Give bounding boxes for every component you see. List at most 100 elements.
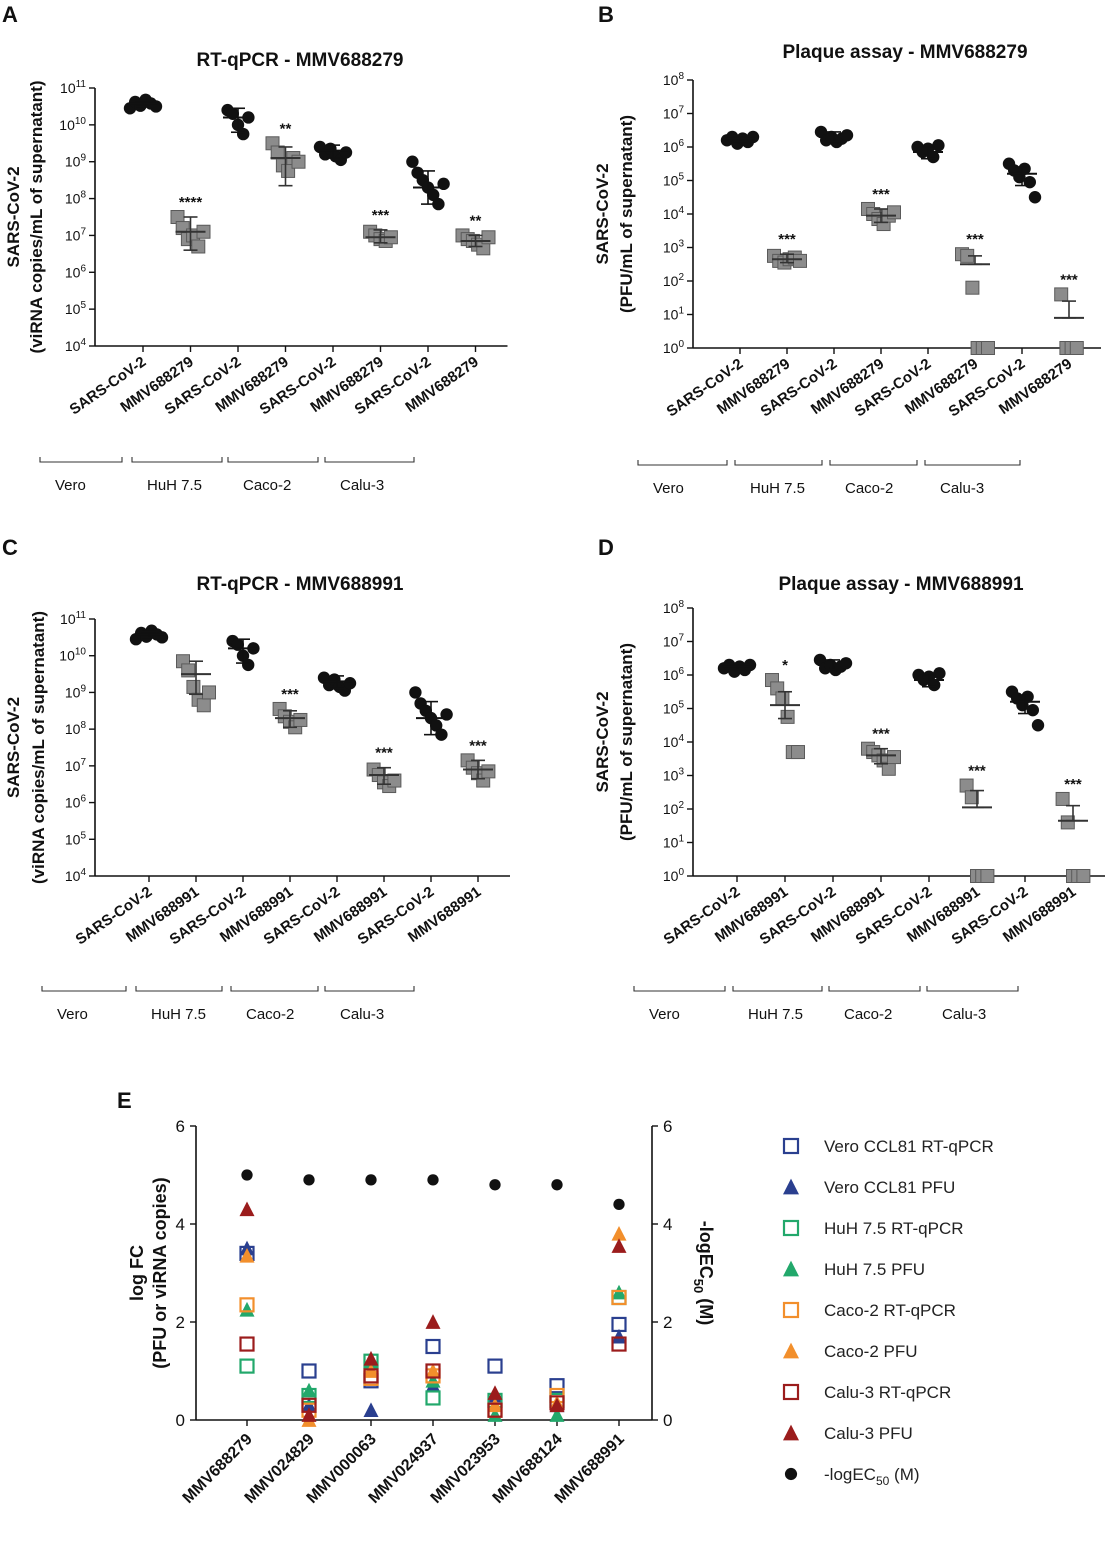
y-tick-label: 103 [663,767,685,784]
data-point [933,667,946,680]
group-bracket [324,457,415,463]
y-tick-label: 104 [65,337,87,354]
group-label: Calu-3 [340,477,384,494]
group-bracket [924,460,1021,466]
legend-label: Vero CCL81 PFU [824,1178,955,1197]
group-bracket [41,986,127,992]
y-tick-label: 105 [663,172,685,189]
data-point [549,1397,565,1413]
data-point [887,750,901,765]
data-point [1023,175,1036,189]
data-point [303,1174,315,1186]
y-axis-label-units: (PFU or viRNA copies) [150,1177,170,1368]
group-bracket [39,457,123,463]
series-1 [176,654,216,713]
y-axis-label: log FC [127,1245,147,1301]
y-axis-label: SARS-CoV-2 [593,163,612,264]
data-point [425,1363,441,1378]
y-tick-label: 4 [176,1215,185,1234]
data-point [487,1358,503,1374]
y-tick-label: 101 [663,306,685,323]
data-point [425,1390,441,1406]
series-0 [123,93,163,115]
data-point [611,1328,627,1344]
series-3: *** [861,726,901,776]
data-point [239,1297,255,1313]
data-point [425,1363,441,1379]
series-1: **** [170,194,211,254]
series-7: *** [1055,776,1091,883]
y-tick-label-right: 6 [663,1117,672,1136]
data-point [1055,791,1070,806]
chart-title: Plaque assay - MMV688279 [782,42,1027,63]
group-bracket [828,986,921,992]
data-point [487,1397,503,1413]
series-7: *** [460,737,496,788]
significance-label: *** [375,745,393,762]
y-tick-label: 2 [176,1313,185,1332]
y-tick-label: 109 [65,683,87,700]
legend-marker [782,1219,800,1237]
data-point [965,280,980,295]
y-tick-label: 104 [663,205,685,222]
data-point [549,1378,565,1394]
data-point [611,1289,627,1306]
series-3: *** [272,686,308,735]
y-tick-label: 106 [65,263,87,280]
group-label: Caco-2 [845,480,893,497]
data-point [1031,719,1045,732]
data-point [487,1385,503,1400]
data-point [196,698,211,713]
series-5: *** [955,231,995,355]
data-point [301,1407,317,1422]
data-point [1026,703,1040,717]
panel-letter: B [598,2,614,27]
y-tick-label: 102 [663,272,685,289]
data-point [191,239,206,254]
data-point [301,1363,317,1379]
series-1: * [765,657,805,760]
data-point [780,709,795,724]
data-point [611,1336,627,1352]
y-axis-label-units: (viRNA copies/mL of supernatant) [27,81,46,354]
data-point [155,631,169,644]
data-point [293,712,308,727]
data-point [425,1372,441,1388]
data-point [481,764,496,779]
data-point [339,146,353,159]
series-3: *** [861,186,901,232]
data-point [839,657,853,670]
legend-label: Calu-3 PFU [824,1424,913,1443]
data-point [887,205,901,220]
data-point [487,1402,503,1418]
series-2 [226,634,260,672]
series-7 [239,1201,627,1422]
data-point [301,1382,317,1398]
group-label: Caco-2 [243,477,291,494]
legend-marker [784,1467,798,1481]
data-point [1069,341,1084,355]
y-tick-label: 104 [65,867,87,884]
data-point [611,1238,627,1253]
data-point [793,253,807,268]
data-point [365,1174,377,1186]
data-point [980,869,995,883]
group-label: Vero [57,1006,88,1023]
data-point [241,1169,253,1181]
data-point [549,1407,565,1422]
series-0 [720,130,760,150]
group-label: Vero [653,480,684,497]
group-bracket [227,457,319,463]
y-tick-label: 108 [65,190,87,207]
data-point [435,728,448,741]
group-label: Caco-2 [844,1006,892,1023]
significance-label: *** [778,231,796,248]
y-tick-label-right: 4 [663,1215,672,1234]
data-point [489,1179,501,1191]
panel-letter: E [117,1088,132,1113]
series-6 [406,155,450,211]
data-point [239,1248,255,1263]
legend-marker [783,1342,799,1359]
data-point [1076,869,1091,883]
